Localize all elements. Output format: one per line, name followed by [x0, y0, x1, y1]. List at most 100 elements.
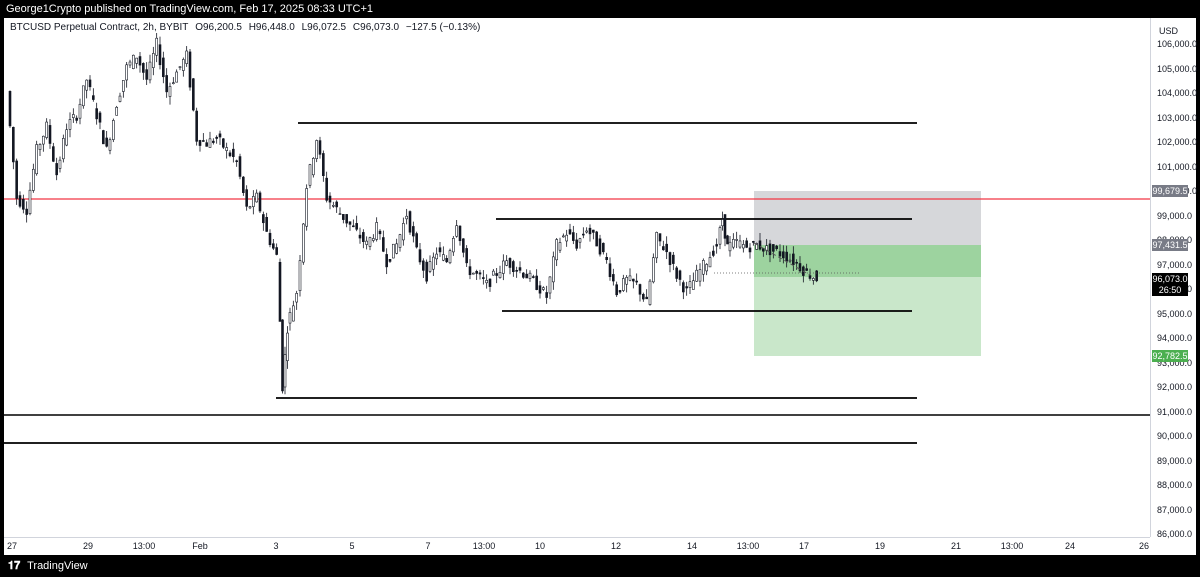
candle-body [295, 293, 298, 303]
candle-body [545, 292, 548, 298]
candle-body [281, 319, 284, 392]
candle-body [102, 130, 105, 145]
candle-body [528, 272, 532, 279]
candle-body [252, 196, 255, 208]
candle-body [218, 133, 222, 138]
candle-body [115, 106, 118, 116]
candle-body [355, 223, 358, 230]
candle-body [25, 208, 28, 215]
candle-body [718, 227, 722, 245]
time-tick: 24 [1064, 541, 1076, 551]
time-tick: Feb [192, 541, 208, 551]
candle-body [232, 148, 235, 157]
candle-body [292, 305, 295, 322]
candle-body [398, 234, 402, 248]
candle-body [745, 240, 748, 248]
time-tick: 29 [82, 541, 94, 551]
candle-body [502, 260, 505, 274]
candle-body [698, 269, 702, 282]
candle-body [132, 54, 135, 69]
candle-body [555, 239, 558, 261]
candle-body [712, 250, 715, 256]
candle-body [642, 293, 645, 300]
candle-body [592, 229, 595, 233]
candle-body [265, 216, 268, 232]
candle-body [42, 135, 45, 145]
candle-body [322, 153, 325, 177]
candle-body [612, 274, 615, 282]
candle-body [605, 257, 608, 261]
candle-body [208, 138, 212, 148]
candle-body [558, 242, 562, 251]
candle-body [505, 260, 508, 266]
candle-body [402, 223, 405, 241]
candle-body [192, 78, 195, 111]
time-axis[interactable]: 27 29 13:00 Feb 3 5 7 13:00 10 12 14 13:00 17 19 21 13:… [4, 537, 1150, 555]
candle-body [105, 137, 108, 147]
price-chart[interactable] [4, 18, 1150, 537]
candle-body [792, 253, 795, 265]
candle-body [652, 257, 655, 283]
candle-body [458, 225, 462, 242]
candle-body [382, 237, 385, 252]
candle-body [648, 280, 652, 305]
candle-body [602, 242, 605, 253]
candle-body [275, 247, 278, 255]
candle-body [318, 140, 322, 155]
candle-body [582, 233, 585, 236]
footer-brand: TradingView [27, 560, 88, 572]
candle-body [112, 120, 115, 140]
candle-body [172, 82, 175, 84]
candle-body [715, 244, 718, 247]
candle-body [788, 259, 792, 262]
candle-body [726, 235, 729, 245]
candle-body [35, 144, 38, 175]
candle-body [708, 257, 712, 268]
candle-body [18, 195, 22, 207]
candle-body [238, 156, 242, 177]
candle-body [22, 199, 25, 210]
candle-body [721, 219, 724, 227]
candle-body [225, 147, 228, 151]
candle-body [755, 243, 758, 250]
price-tick: 94,000.0 [1157, 333, 1193, 343]
candle-body [468, 266, 472, 276]
candle-body [98, 112, 102, 123]
candle-body [405, 215, 408, 220]
symbol-title[interactable]: BTCUSD Perpetual Contract, 2h, BYBIT [10, 22, 189, 33]
candle-body [622, 278, 625, 291]
candle-body [258, 192, 262, 212]
candle-body [635, 280, 638, 283]
candle-body [772, 244, 775, 252]
candle-body [455, 225, 458, 237]
candle-body [198, 140, 202, 146]
candle-body [538, 285, 542, 294]
candle-body [742, 244, 745, 249]
candle-body [738, 240, 742, 248]
candle-body [278, 261, 282, 322]
price-tick: 97,000.0 [1157, 259, 1193, 270]
candle-body [422, 260, 425, 271]
candle-body [465, 248, 468, 264]
time-tick: 13:00 [132, 541, 156, 551]
candle-body [152, 53, 155, 68]
candle-body [752, 241, 755, 243]
candle-body [532, 276, 535, 278]
loss-zone [754, 191, 981, 245]
candle-body [188, 51, 192, 88]
candle-body [435, 253, 438, 260]
candle-body [148, 61, 152, 81]
candle-body [85, 79, 88, 91]
time-tick: 3 [273, 541, 279, 551]
time-tick: 13:00 [1000, 541, 1024, 551]
candle-body [168, 86, 172, 97]
candle-body [72, 114, 75, 118]
price-tick: 105,000.0 [1157, 63, 1198, 74]
candle-body [142, 63, 145, 73]
candle-body [78, 103, 82, 119]
candle-body [362, 232, 365, 242]
candle-body [668, 252, 672, 265]
candle-body [685, 286, 688, 289]
candle-body [812, 278, 815, 281]
candle-body [655, 232, 658, 259]
